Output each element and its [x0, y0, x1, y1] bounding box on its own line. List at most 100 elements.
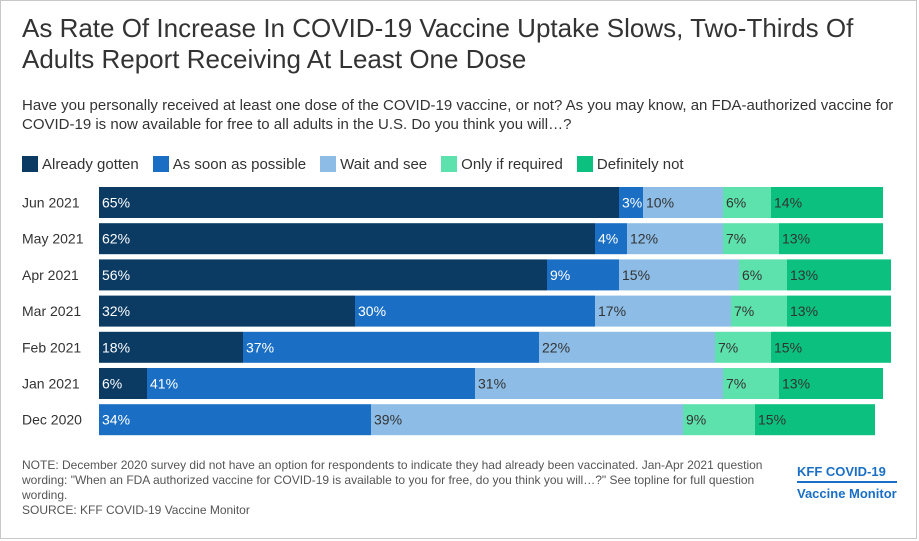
data-label: 10% [646, 195, 674, 211]
legend-item: Only if required [441, 156, 563, 173]
category-label: Jun 2021 [22, 195, 80, 211]
bar-segment [147, 368, 475, 399]
data-label: 65% [102, 195, 130, 211]
bar-segment [779, 223, 883, 255]
bar-segment [723, 187, 771, 218]
source-text: SOURCE: KFF COVID-19 Vaccine Monitor [22, 503, 250, 517]
bar-segment [547, 259, 619, 291]
chart-subtitle: Have you personally received at least on… [22, 97, 894, 133]
bar-segment [595, 295, 731, 327]
bar-segment [475, 368, 723, 399]
bar-segment [779, 368, 883, 399]
data-label: 17% [598, 303, 626, 319]
legend-label: Already gotten [42, 155, 139, 173]
data-label: 30% [358, 303, 386, 319]
data-label: 41% [150, 376, 178, 392]
data-label: 15% [758, 412, 786, 428]
bar-segment [99, 187, 619, 218]
data-label: 9% [550, 267, 570, 283]
bar-segment [355, 295, 595, 327]
bar-segment [595, 223, 627, 255]
data-label: 3% [622, 195, 642, 211]
data-label: 7% [726, 376, 746, 392]
legend-swatch [576, 156, 593, 172]
data-label: 6% [102, 376, 122, 392]
bar-segment [755, 404, 875, 436]
category-label: May 2021 [22, 231, 84, 247]
data-label: 14% [774, 195, 802, 211]
legend-label: Wait and see [340, 155, 428, 173]
data-label: 31% [478, 376, 506, 392]
bar-segment [715, 331, 771, 363]
bar-segment [99, 223, 595, 255]
data-label: 56% [102, 267, 130, 283]
data-label: 32% [102, 303, 130, 319]
bar-segment [771, 331, 891, 363]
data-label: 13% [790, 267, 818, 283]
data-label: 7% [734, 303, 754, 319]
data-label: 13% [782, 376, 810, 392]
bar-segment [371, 404, 683, 436]
bar-segment [99, 404, 371, 436]
data-label: 6% [726, 195, 746, 211]
bar-segment [643, 187, 723, 218]
legend-item: Already gotten [22, 156, 139, 173]
data-label: 12% [630, 231, 658, 247]
brand-line-2: Vaccine Monitor [797, 481, 897, 503]
bar-segment [771, 187, 883, 218]
bar-segment [723, 368, 779, 399]
bar-segment [627, 223, 723, 255]
chart-title: As Rate Of Increase In COVID-19 Vaccine … [22, 13, 854, 74]
bar-segment [99, 331, 243, 363]
data-label: 22% [542, 339, 570, 355]
bar-segment [243, 331, 539, 363]
category-label: Jan 2021 [22, 376, 80, 392]
bar-segment [99, 259, 547, 291]
legend-swatch [441, 156, 458, 172]
bar-segment [787, 259, 891, 291]
bar-segment [539, 331, 715, 363]
legend-swatch [320, 156, 337, 172]
data-label: 34% [102, 412, 130, 428]
note-text: NOTE: December 2020 survey did not have … [22, 458, 763, 502]
chart-legend: Already gotten As soon as possible Wait an… [22, 154, 698, 174]
bar-segment [683, 404, 755, 436]
kff-brand-logo: KFF COVID-19 Vaccine Monitor [797, 462, 907, 503]
bar-segment [619, 187, 643, 218]
category-label: Feb 2021 [22, 339, 81, 355]
data-label: 62% [102, 231, 130, 247]
bar-segment [99, 368, 147, 399]
legend-label: Definitely not [596, 155, 684, 173]
bar-segment [723, 223, 779, 255]
data-label: 15% [774, 339, 802, 355]
bar-segment [787, 295, 891, 327]
data-label: 7% [726, 231, 746, 247]
data-label: 13% [790, 303, 818, 319]
bar-segment [739, 259, 787, 291]
bar-segment [731, 295, 787, 327]
brand-line-1: KFF COVID-19 [797, 464, 886, 479]
category-label: Dec 2020 [22, 412, 82, 428]
data-label: 7% [718, 339, 738, 355]
legend-swatch [152, 156, 169, 172]
bar-segment [619, 259, 739, 291]
category-label: Mar 2021 [22, 303, 81, 319]
legend-item: Wait and see [320, 156, 427, 173]
legend-label: As soon as possible [172, 155, 307, 173]
data-label: 37% [246, 339, 274, 355]
chart-note: NOTE: December 2020 survey did not have … [22, 458, 782, 518]
legend-item: As soon as possible [152, 155, 307, 173]
category-label: Apr 2021 [22, 267, 79, 283]
data-label: 18% [102, 339, 130, 355]
data-label: 6% [742, 267, 762, 283]
bar-segment [99, 295, 355, 327]
data-label: 9% [686, 412, 706, 428]
legend-label: Only if required [461, 155, 563, 173]
data-label: 15% [622, 267, 650, 283]
data-label: 39% [374, 412, 402, 428]
legend-item: Definitely not [576, 155, 684, 173]
data-label: 13% [782, 231, 810, 247]
data-label: 4% [598, 231, 618, 247]
